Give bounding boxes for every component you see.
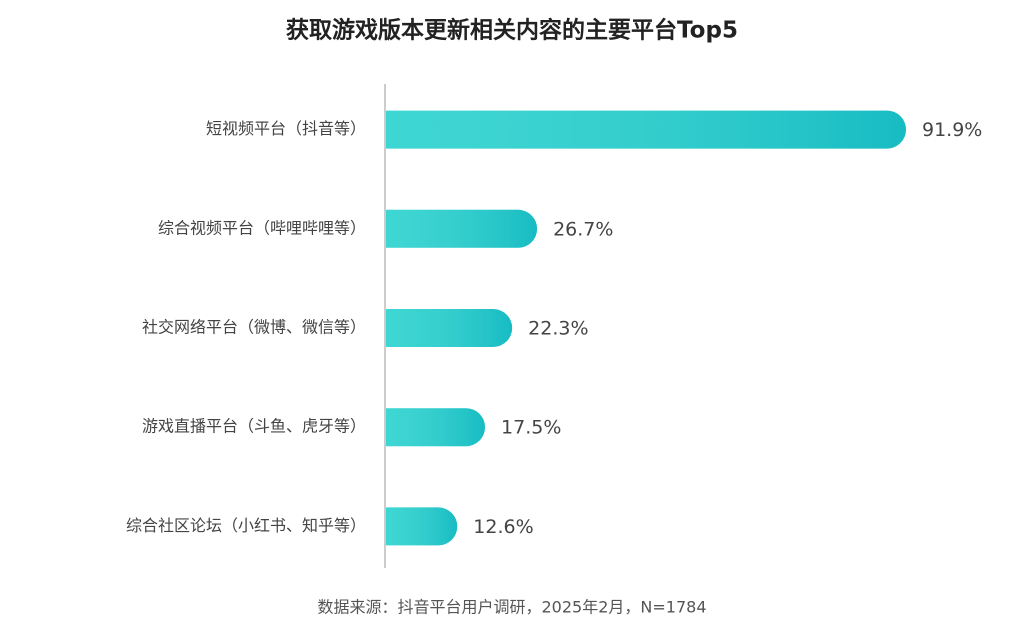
bar-shade	[386, 209, 538, 248]
value-label: 91.9%	[922, 119, 982, 141]
bar-shade	[386, 110, 906, 149]
category-label: 短视频平台（抖音等）	[206, 119, 366, 138]
value-label: 17.5%	[501, 417, 561, 439]
bar-shade	[386, 507, 458, 546]
category-label: 综合视频平台（哔哩哔哩等）	[158, 218, 366, 237]
value-label: 26.7%	[553, 218, 613, 240]
source-note: 数据来源：抖音平台用户调研，2025年2月，N=1784	[318, 598, 707, 617]
bar-shade	[386, 408, 486, 447]
chart-title: 获取游戏版本更新相关内容的主要平台Top5	[286, 17, 738, 44]
category-label: 综合社区论坛（小红书、知乎等）	[126, 516, 366, 535]
value-label: 22.3%	[528, 318, 588, 340]
value-label: 12.6%	[473, 516, 533, 538]
category-label: 社交网络平台（微博、微信等）	[142, 318, 366, 337]
category-label: 游戏直播平台（斗鱼、虎牙等）	[142, 417, 366, 436]
bar-shade	[386, 309, 513, 347]
